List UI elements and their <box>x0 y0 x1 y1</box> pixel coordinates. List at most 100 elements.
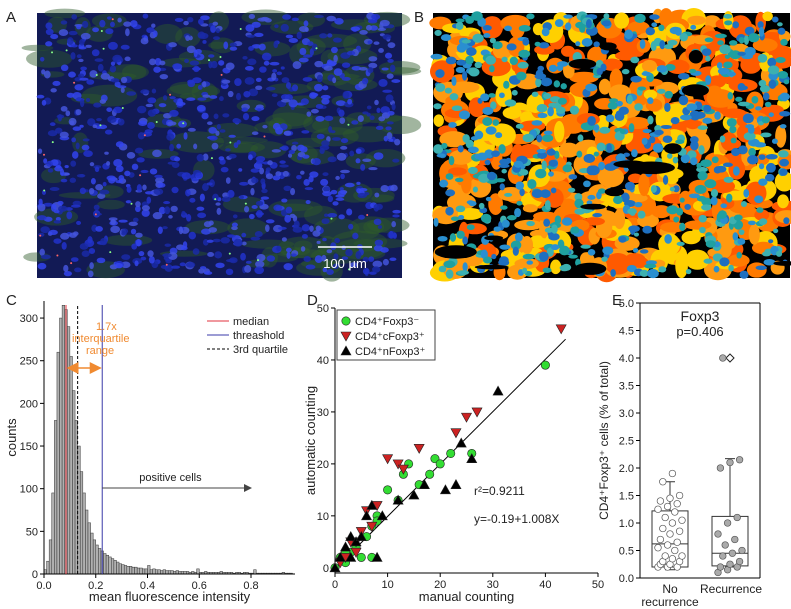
nucleus <box>239 195 244 200</box>
x-axis-label: manual counting <box>419 589 514 604</box>
nucleus <box>251 204 258 209</box>
nucleus-mask <box>723 61 733 69</box>
y-tick-label: 20 <box>317 459 329 471</box>
nucleus <box>367 19 378 24</box>
nucleus-mask <box>604 163 617 171</box>
nucleus <box>285 247 292 253</box>
cytoplasm <box>609 68 623 90</box>
nucleus <box>37 215 47 221</box>
nucleus <box>164 206 171 215</box>
nucleus <box>255 200 264 206</box>
nucleus <box>147 121 155 130</box>
nucleus <box>392 209 401 214</box>
tissue <box>47 16 67 33</box>
cytoplasm <box>462 223 487 235</box>
nucleus <box>292 61 302 69</box>
nucleus <box>49 187 60 192</box>
nucleus <box>99 19 106 28</box>
nucleus <box>274 24 279 29</box>
nucleus-mask <box>522 253 535 260</box>
nucleus-mask <box>489 37 496 44</box>
nucleus <box>314 83 323 92</box>
nucleus <box>197 212 207 219</box>
bar <box>79 471 84 575</box>
nucleus-mask <box>610 269 616 277</box>
nucleus-mask <box>690 157 698 166</box>
nucleus-mask <box>726 117 737 127</box>
nucleus <box>322 172 329 177</box>
nucleus-mask <box>731 147 741 157</box>
nucleus <box>208 227 218 233</box>
nucleus <box>304 187 314 191</box>
nucleus <box>358 214 365 220</box>
point <box>439 484 451 495</box>
nucleus <box>47 168 54 173</box>
nucleus-mask <box>613 195 623 205</box>
point <box>371 551 383 562</box>
nucleus-mask <box>764 173 775 182</box>
nucleus-mask <box>743 188 750 198</box>
nucleus <box>346 208 353 216</box>
nucleus <box>207 121 213 126</box>
cytoplasm <box>775 124 787 148</box>
nucleus <box>327 156 337 163</box>
nucleus-mask <box>468 67 480 77</box>
nucleus <box>70 257 79 262</box>
nucleus <box>197 84 203 90</box>
nucleus <box>251 131 259 136</box>
x-tick-label: 0.6 <box>192 580 207 592</box>
cytoplasm <box>522 204 538 213</box>
nucleus <box>200 15 210 21</box>
nucleus <box>93 102 102 108</box>
tissue <box>161 57 201 68</box>
nucleus <box>378 78 388 87</box>
nucleus <box>279 160 286 164</box>
tissue <box>297 12 326 28</box>
nucleus <box>245 260 252 264</box>
nucleus <box>110 218 116 226</box>
nucleus <box>250 236 261 241</box>
nucleus <box>283 263 293 271</box>
nucleus-mask <box>758 26 765 37</box>
cytoplasm <box>763 104 784 116</box>
tissue <box>304 33 358 48</box>
nucleus <box>385 94 394 103</box>
nucleus <box>229 257 238 264</box>
nucleus <box>291 141 299 145</box>
nucleus <box>60 64 69 72</box>
nucleus <box>290 188 296 196</box>
cytoplasm <box>643 89 658 100</box>
nucleus <box>229 46 238 51</box>
y-tick-label: 200 <box>20 398 38 410</box>
nucleus <box>357 115 364 123</box>
nucleus-mask <box>738 36 745 44</box>
nucleus <box>324 115 334 122</box>
bar <box>144 568 148 575</box>
cytoplasm <box>638 173 650 197</box>
nucleus-mask <box>758 178 768 186</box>
bar <box>51 492 55 575</box>
spot <box>99 124 102 127</box>
nucleus-mask <box>445 173 454 180</box>
point <box>366 521 378 532</box>
panel-label: D <box>307 292 318 309</box>
tissue <box>342 126 394 143</box>
nucleus <box>140 256 147 261</box>
nucleus <box>226 234 236 238</box>
nucleus <box>115 165 124 173</box>
nucleus <box>340 138 349 144</box>
nucleus-mask <box>581 38 593 47</box>
nucleus <box>372 260 383 268</box>
nucleus <box>152 212 163 220</box>
spot <box>244 202 247 205</box>
nucleus-mask <box>535 69 544 78</box>
nucleus-mask <box>569 105 580 115</box>
nucleus <box>78 58 84 63</box>
nucleus <box>330 189 338 195</box>
nucleus <box>255 155 266 162</box>
nucleus <box>210 25 217 34</box>
point <box>471 407 483 418</box>
nucleus <box>243 90 251 98</box>
nucleus <box>312 230 321 237</box>
